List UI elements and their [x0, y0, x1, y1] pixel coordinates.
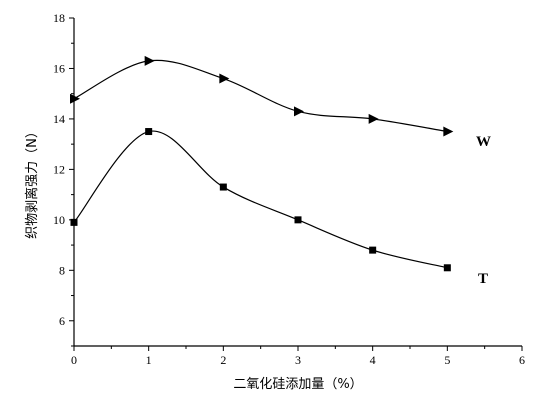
y-tick-label: 6 — [59, 314, 65, 328]
x-tick-label: 6 — [519, 353, 525, 367]
x-tick-label: 5 — [444, 353, 450, 367]
x-tick-label: 0 — [71, 353, 77, 367]
y-tick-label: 14 — [53, 112, 65, 126]
series-label-t: T — [478, 271, 488, 287]
series-line-t — [73, 130, 448, 269]
data-point-w — [219, 73, 230, 84]
data-point-t — [70, 218, 78, 226]
y-tick-label: 12 — [53, 162, 65, 176]
y-ticks: 6 8 10 12 14 16 18 — [53, 11, 74, 347]
y-tick-label: 8 — [59, 263, 65, 277]
x-axis-label: 二氧化硅添加量（%） — [233, 377, 362, 392]
y-tick-label: 18 — [53, 11, 65, 25]
x-ticks: 0 1 2 3 4 5 6 — [71, 346, 525, 367]
y-axis-label: 织物剥离强力（N） — [24, 125, 40, 239]
data-point-w — [368, 113, 379, 124]
data-point-t — [219, 183, 227, 191]
data-point-t — [145, 128, 153, 136]
y-tick-label: 16 — [53, 61, 65, 75]
x-tick-label: 3 — [295, 353, 301, 367]
data-point-t — [443, 264, 451, 272]
x-tick-label: 4 — [370, 353, 376, 367]
y-tick-label: 10 — [53, 213, 65, 227]
data-point-t — [294, 216, 302, 224]
plot-frame — [73, 18, 522, 347]
series-line-w — [73, 59, 448, 133]
series-label-w: W — [476, 134, 491, 150]
x-tick-label: 2 — [220, 353, 226, 367]
series-layer — [70, 55, 454, 272]
data-point-t — [369, 246, 377, 254]
data-point-w — [144, 55, 155, 66]
data-point-w — [443, 126, 454, 137]
x-tick-label: 1 — [146, 353, 152, 367]
data-point-w — [70, 93, 80, 104]
data-point-w — [294, 106, 304, 117]
